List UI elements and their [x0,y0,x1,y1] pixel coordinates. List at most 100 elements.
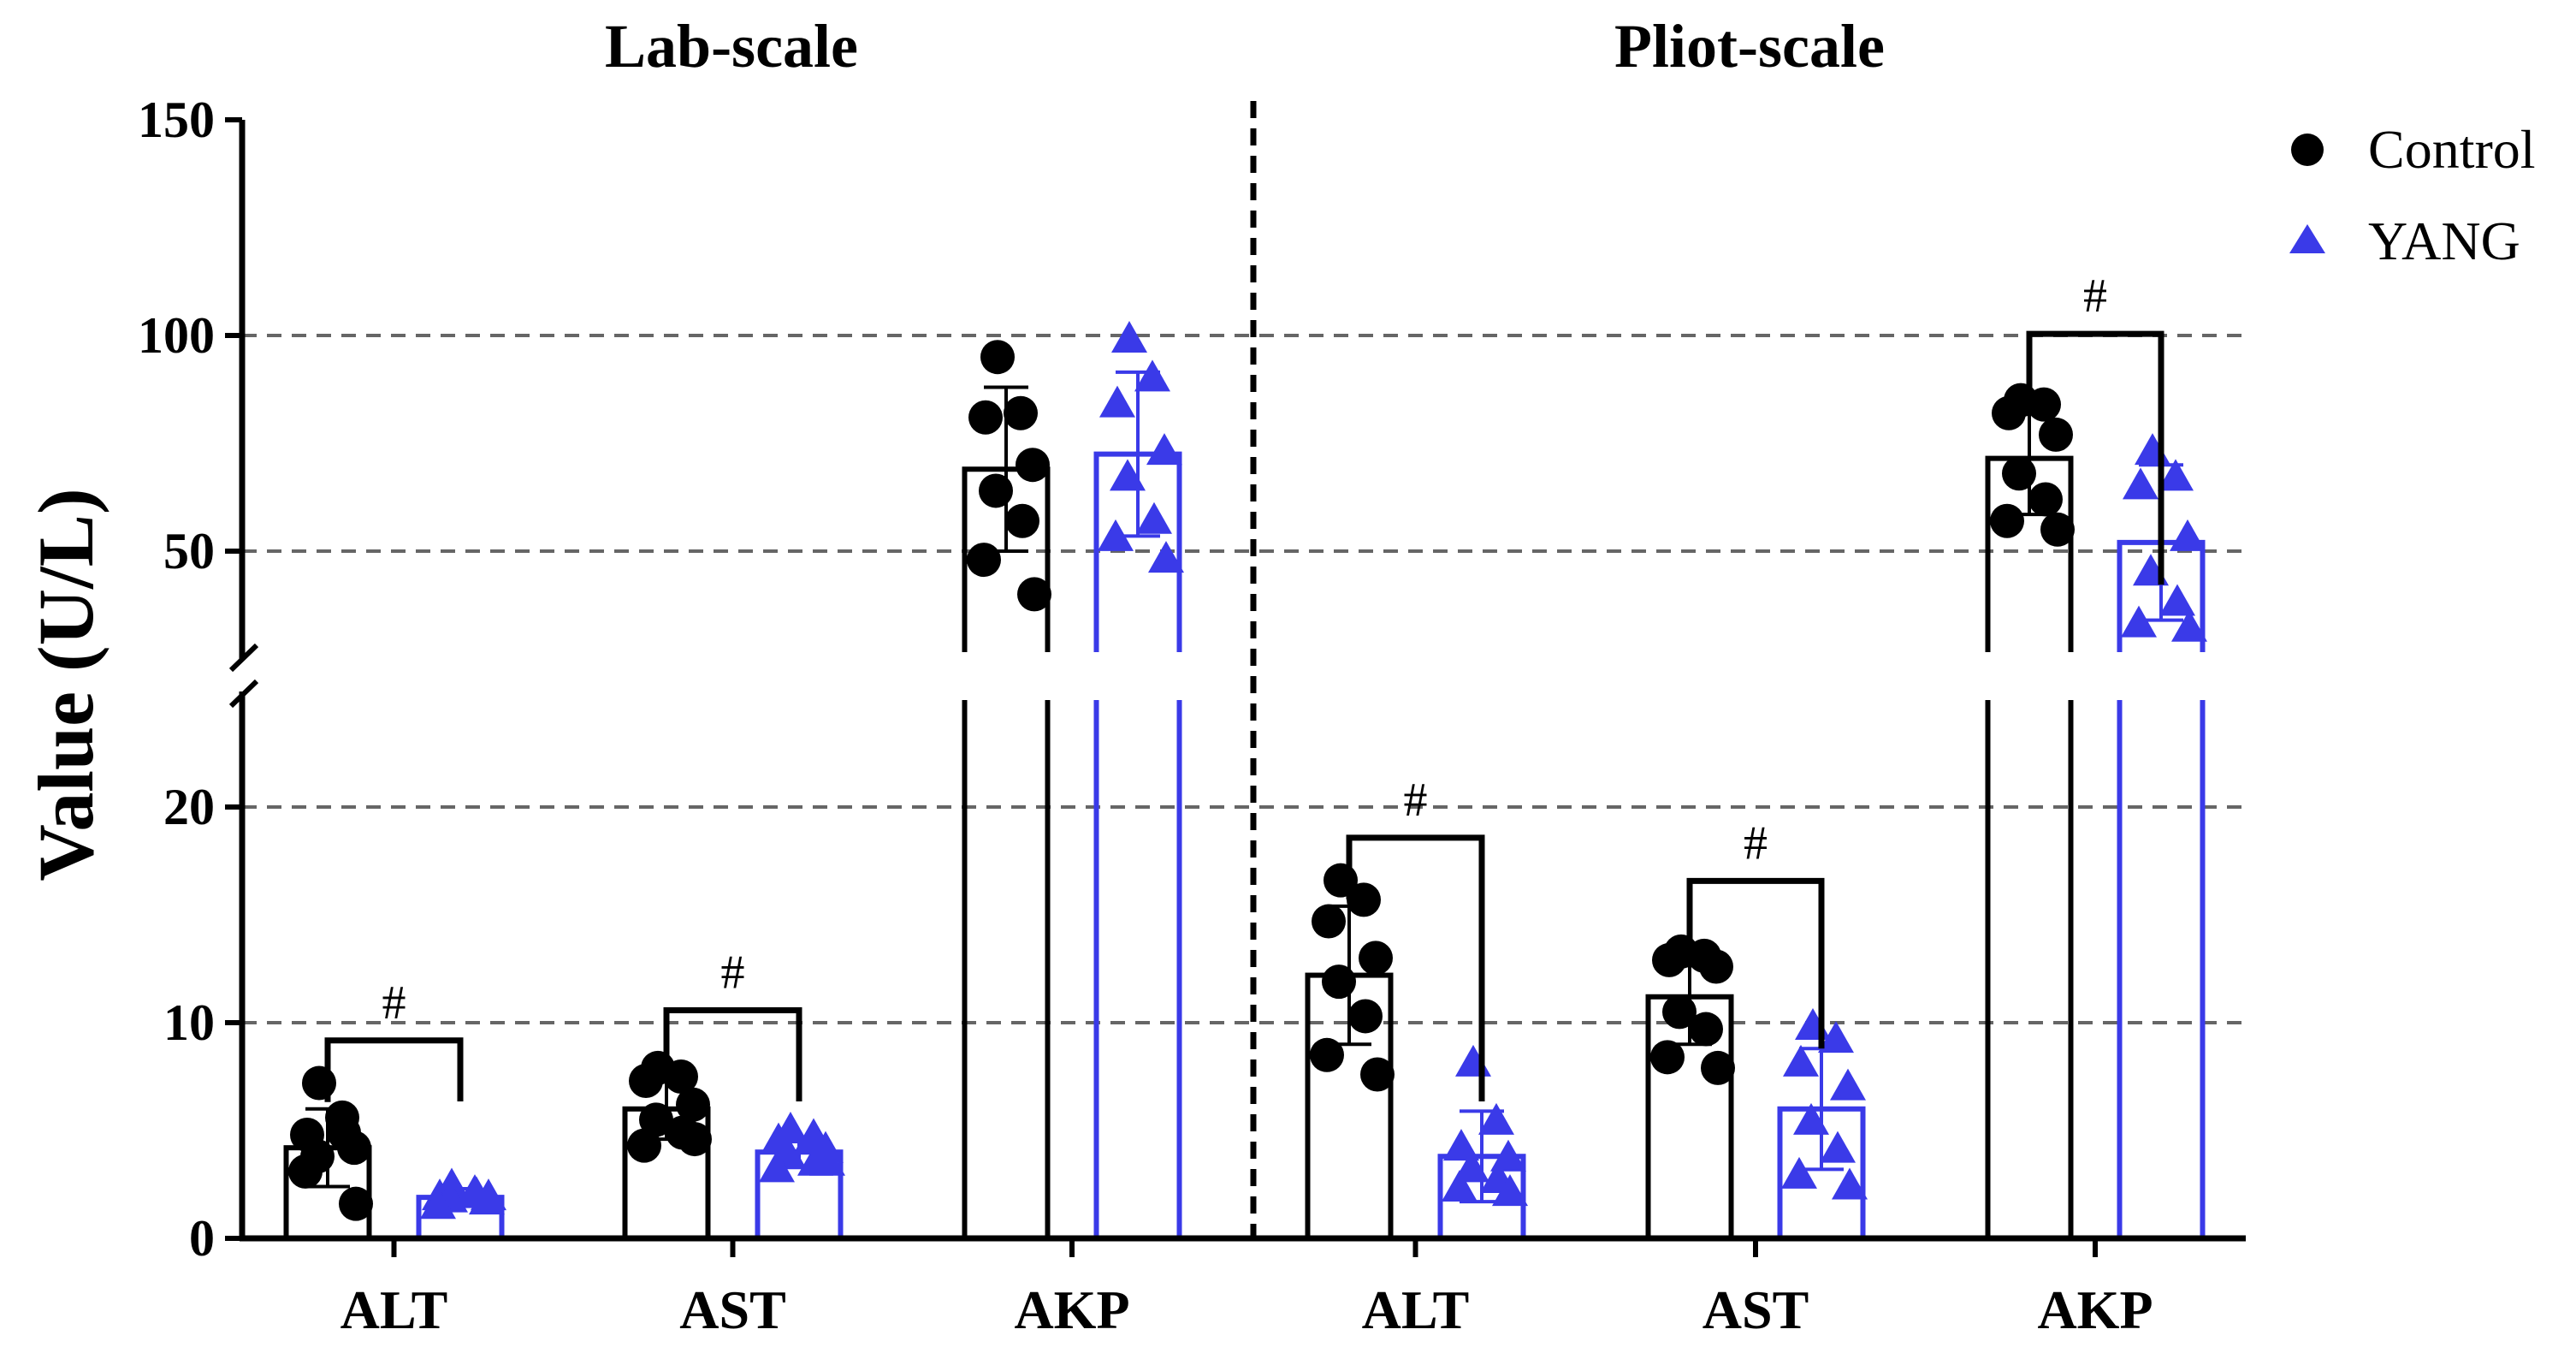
point-yang [1111,321,1147,353]
point-yang [759,1150,795,1183]
point-control [980,340,1015,375]
bar-yang-lower [2117,700,2206,1238]
point-control [629,1064,663,1099]
point-yang [2159,584,2195,616]
significance-bracket [663,1007,802,1101]
point-control [1322,964,1356,1000]
point-control [302,1065,336,1101]
point-yang [2121,605,2157,638]
x-tick-label-alt: ALT [1362,1279,1470,1340]
point-control [1360,1057,1395,1092]
significance-label: # [721,947,745,1000]
significance-label: # [1404,774,1428,827]
point-control [1652,942,1686,977]
point-yang [1442,1170,1477,1202]
x-tick-label-ast: AST [1703,1279,1809,1340]
point-yang [1793,1102,1829,1135]
point-control [1701,1050,1735,1085]
point-yang [1818,1021,1854,1053]
y-tick-label-50: 50 [163,523,215,579]
x-tick-label-alt: ALT [341,1279,448,1340]
panel-title-pilot: Pliot-scale [1614,12,1885,80]
point-control [639,1102,673,1137]
point-control [1005,503,1039,538]
point-yang [2123,467,2159,500]
point-yang [1795,1008,1831,1041]
significance-label: # [2083,270,2107,323]
point-yang [471,1178,506,1211]
x-tick-label-akp: AKP [1014,1279,1129,1340]
y-tick-label-0: 0 [189,1210,215,1267]
point-control [1310,1037,1344,1072]
point-yang [1134,359,1170,392]
point-control [968,400,1003,435]
point-yang [1110,459,1146,491]
legend-control-label: Control [2368,119,2536,180]
y-tick-label-100: 100 [138,307,215,364]
legend-control-marker [2291,134,2324,166]
point-yang [1148,541,1184,573]
legend: Control YANG [2289,119,2536,271]
y-tick-label-10: 10 [163,994,215,1051]
point-control [288,1154,323,1189]
significance-bracket [2026,330,2164,585]
significance-bracket [1346,834,1485,1101]
point-control [1650,1040,1685,1075]
annotations: # # # # # [324,270,2164,1102]
point-yang [809,1143,845,1176]
point-control [1004,395,1038,430]
point-control [2040,512,2075,547]
point-yang [1454,1150,1489,1183]
point-control [1017,577,1051,612]
point-control [1312,904,1346,939]
point-control [967,543,1001,578]
point-control [1689,1012,1723,1047]
data-points [288,321,2207,1221]
bar-yang-lower [1093,700,1182,1238]
point-control [1016,448,1050,483]
point-yang [420,1187,456,1220]
point-yang [1136,501,1172,534]
point-control [2028,482,2063,517]
point-control [2039,417,2073,452]
point-control [979,473,1013,508]
point-yang [1099,385,1135,418]
point-control [678,1122,712,1157]
point-yang [2158,459,2194,491]
point-yang [1492,1174,1528,1207]
point-yang [1830,1068,1866,1101]
point-control [2002,456,2036,491]
significance-bracket [1686,877,1825,1049]
axes: 0 10 20 50 100 150 ALT AST AKP ALT AST AKP [138,92,2246,1340]
significance-label: # [1744,816,1768,869]
significance-label: # [382,976,406,1030]
point-control [327,1115,361,1150]
y-tick-label-20: 20 [163,779,215,835]
point-control [676,1087,710,1122]
x-tick-label-ast: AST [679,1279,786,1340]
point-yang [1781,1156,1817,1189]
panel-title-lab: Lab-scale [605,12,858,80]
point-control [1347,882,1381,917]
point-control [1699,949,1733,984]
point-yang [1455,1044,1491,1077]
point-control [1348,999,1383,1034]
point-yang [1146,433,1182,466]
point-yang [2170,519,2206,551]
point-control [1662,994,1697,1030]
y-axis-label: Value (U/L) [22,488,110,881]
bars [283,370,2206,1242]
point-control [1992,395,2026,430]
bar-control-lower [1985,700,2074,1238]
x-tick-label-akp: AKP [2037,1279,2153,1340]
point-control [627,1128,661,1163]
point-yang [1490,1139,1526,1172]
point-yang [1443,1129,1479,1161]
point-yang [1478,1102,1514,1135]
point-yang [1832,1167,1868,1200]
point-control [1359,941,1393,976]
point-yang [1820,1131,1856,1163]
axis-break-mark [228,679,259,709]
point-control [2027,387,2061,422]
